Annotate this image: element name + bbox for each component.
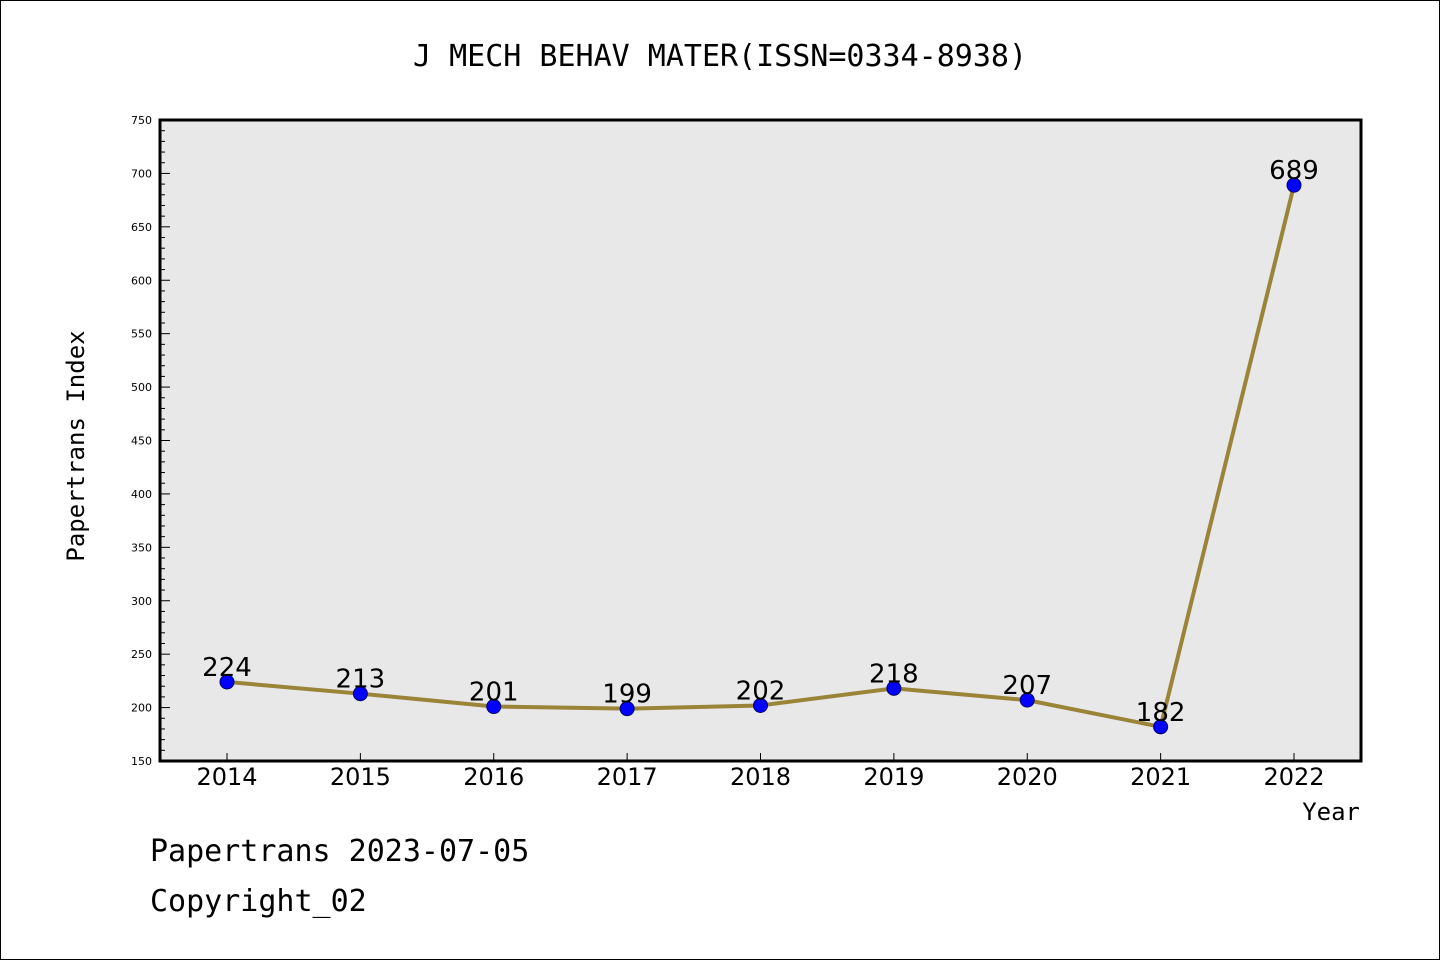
x-tick-label: 2014 [196,763,257,791]
x-tick-label: 2016 [463,763,524,791]
x-tick-label: 2019 [863,763,924,791]
y-tick-label: 650 [131,221,152,234]
x-tick-label: 2022 [1263,763,1324,791]
y-axis: 150 200 250 300 350 400 450 500 550 600 650 700 750 [131,114,170,768]
x-axis-label: Year [1302,798,1360,826]
data-label-2014: 224 [202,653,252,683]
data-label-2021: 182 [1136,698,1186,728]
data-label-2022: 689 [1269,156,1319,186]
y-tick-label: 600 [131,274,152,287]
data-point-2017 [619,701,635,717]
chart-title: J MECH BEHAV MATER(ISSN=0334-8938) [413,39,1027,74]
x-axis: 2014 2015 2016 2017 2018 2019 2020 2021 2022 [196,753,1325,791]
x-tick-label: 2018 [730,763,791,791]
data-label-2016: 201 [469,678,519,708]
x-tick-label: 2021 [1130,763,1191,791]
data-point-2019 [886,680,902,696]
data-label-2018: 202 [736,676,786,706]
x-tick-label: 2020 [997,763,1058,791]
y-tick-label: 200 [131,702,152,715]
data-label-2019: 218 [869,659,919,689]
y-tick-label: 300 [131,595,152,608]
y-tick-label: 150 [131,755,152,768]
data-point-2022 [1286,177,1302,193]
y-tick-label: 450 [131,435,152,448]
x-tick-label: 2017 [597,763,658,791]
y-tick-label: 350 [131,541,152,554]
footer-copyright: Copyright_02 [150,884,367,919]
footer-date: Papertrans 2023-07-05 [150,834,530,869]
y-tick-label: 400 [131,488,152,501]
y-tick-label: 750 [131,114,152,127]
y-axis-label: Papertrans Index [62,330,90,561]
data-point-2018 [753,697,768,713]
data-point-2021 [1153,719,1169,735]
y-tick-label: 250 [131,648,152,661]
data-point-2016 [486,699,502,715]
data-label-2020: 207 [1002,671,1052,701]
data-point-2014 [219,674,235,690]
y-tick-label: 700 [131,167,152,180]
series-line [219,177,1302,735]
data-label-2017: 199 [602,680,652,710]
data-label-2015: 213 [336,665,386,695]
y-tick-label: 550 [131,328,152,341]
data-point-2015 [352,686,368,702]
data-labels: 224 213 201 199 202 218 207 182 689 [202,156,1319,728]
y-tick-label: 500 [131,381,152,394]
data-point-2020 [1019,692,1035,708]
plot-area [158,118,1363,763]
x-tick-label: 2015 [330,763,391,791]
